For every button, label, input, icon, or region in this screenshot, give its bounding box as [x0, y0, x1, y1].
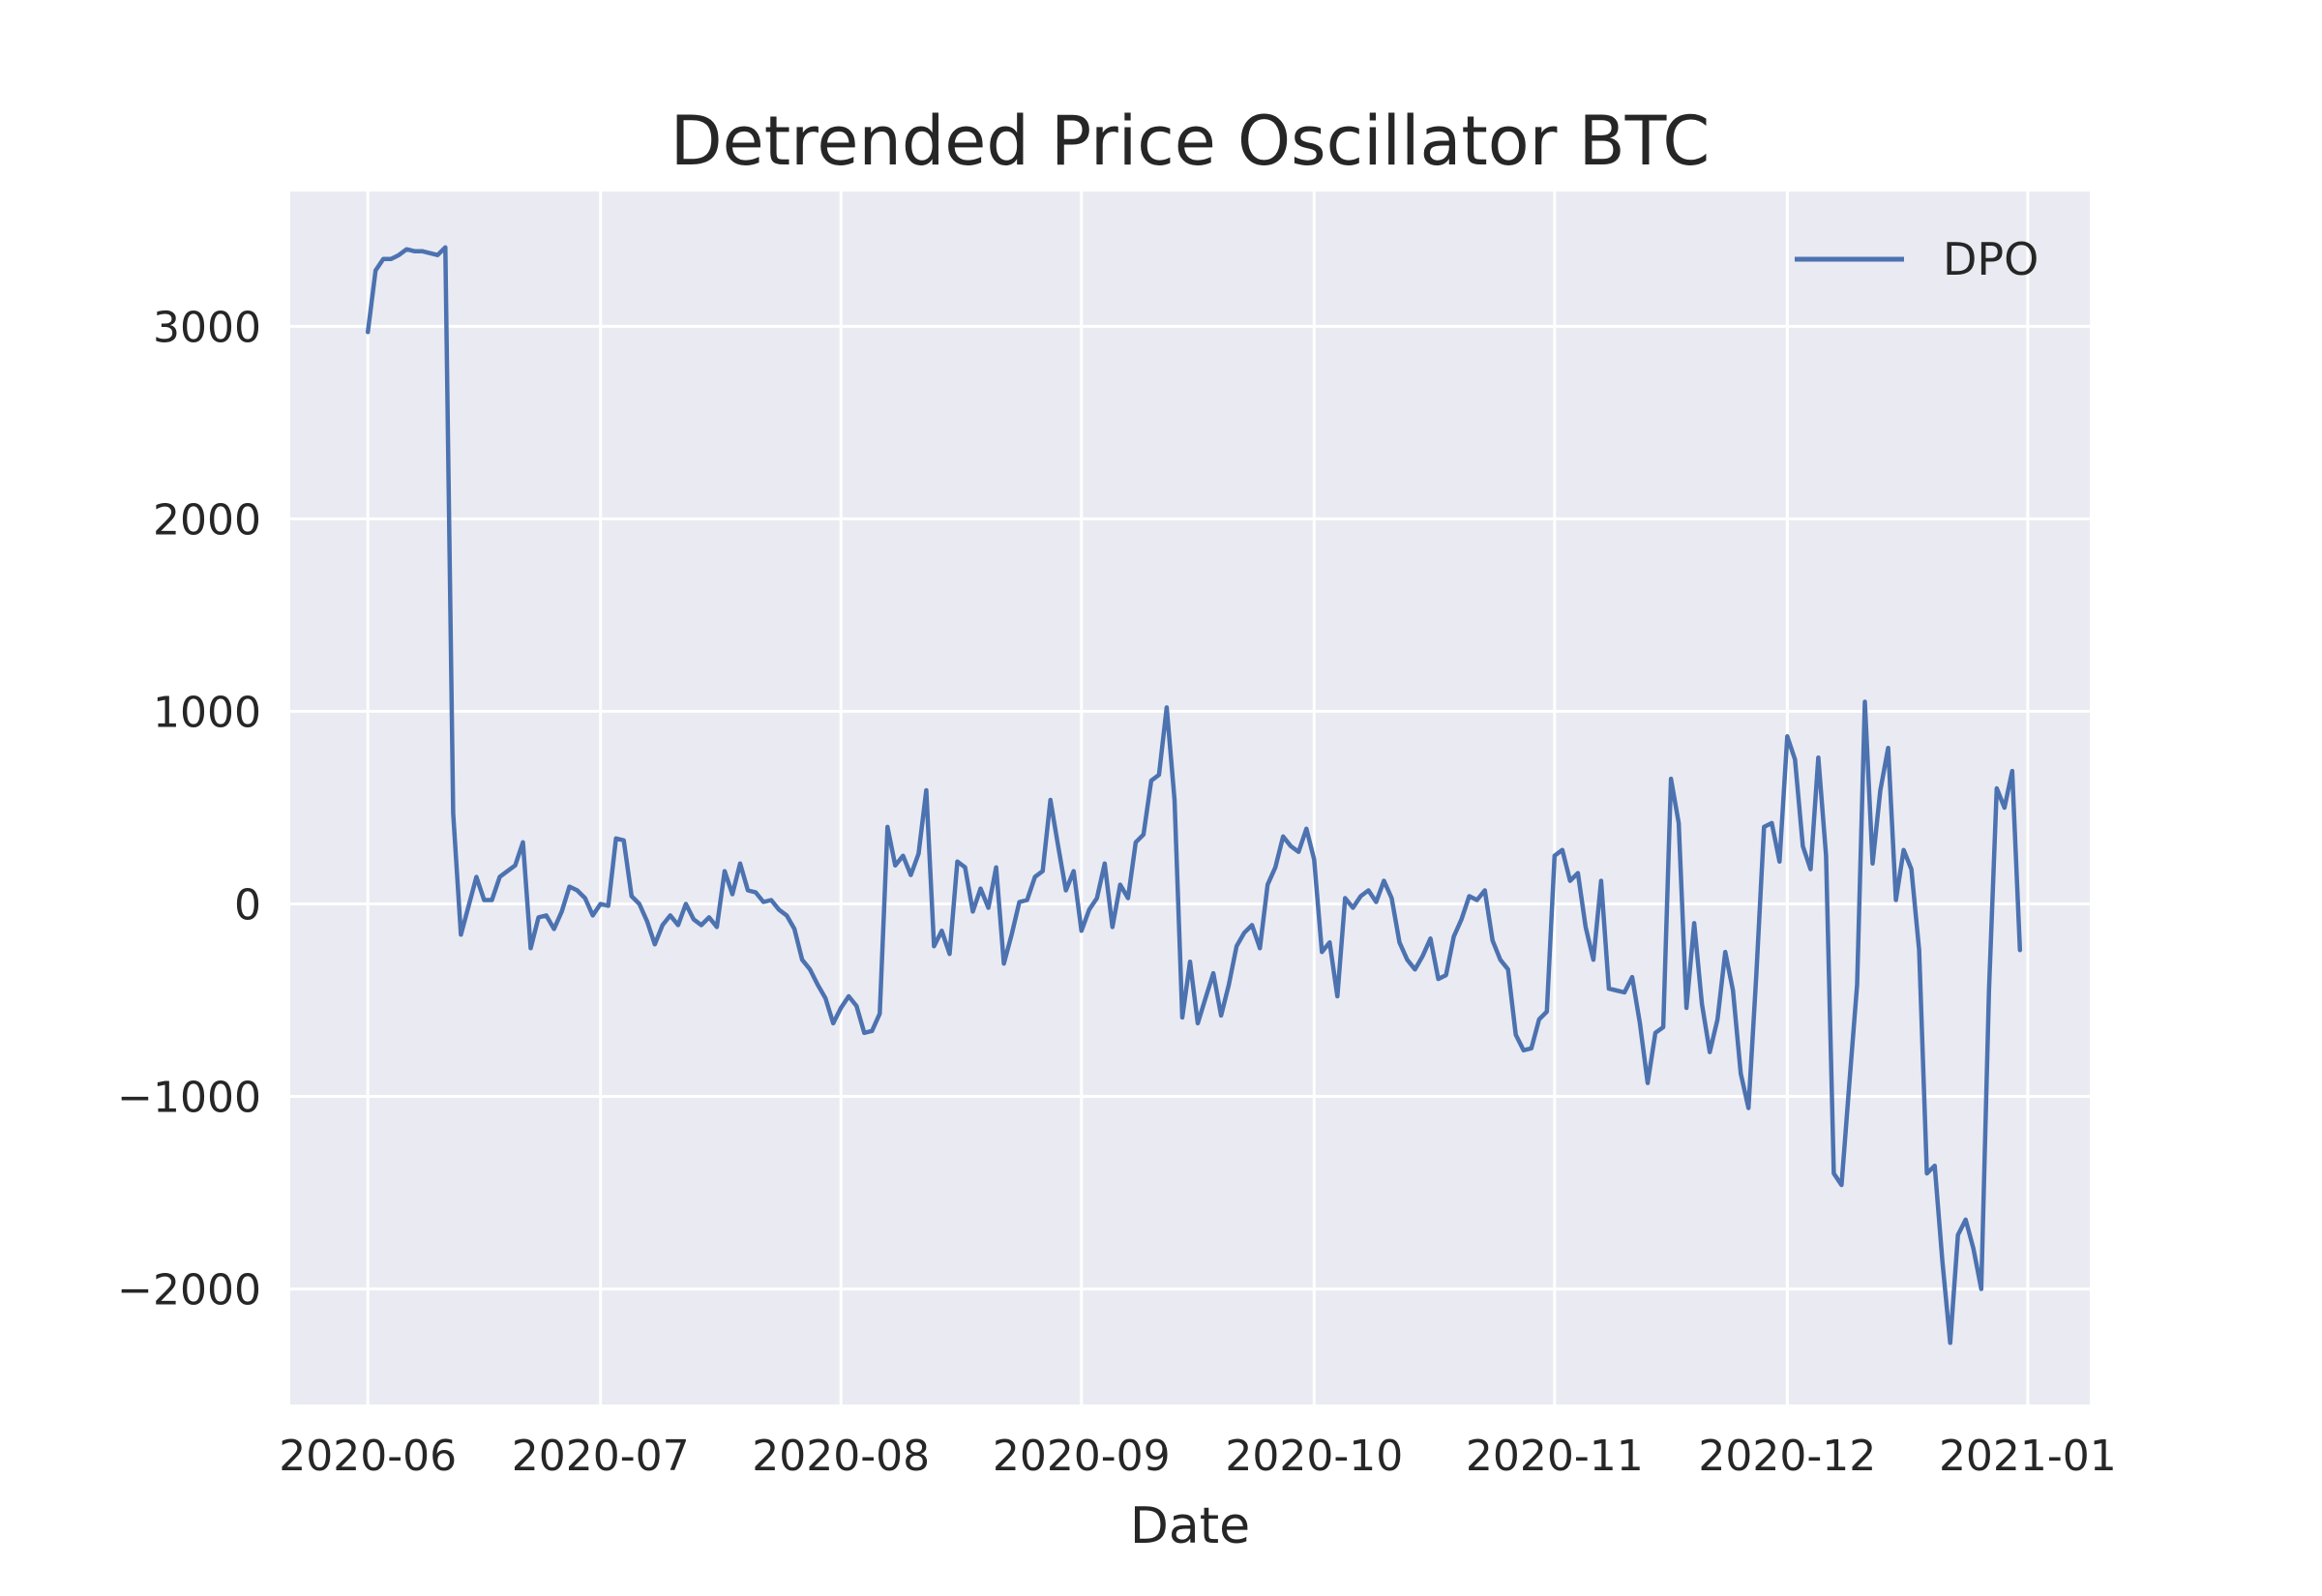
x-tick-label: 2020-12 — [1698, 1432, 1876, 1481]
y-tick-label: 3000 — [153, 303, 261, 352]
y-tick-label: −2000 — [117, 1266, 261, 1315]
x-tick-label: 2020-08 — [752, 1432, 930, 1481]
series-layer — [365, 245, 2023, 1345]
x-axis-label: Date — [1130, 1497, 1250, 1555]
chart-title: Detrended Price Oscillator BTC — [670, 102, 1710, 181]
x-tick-label: 2020-11 — [1466, 1432, 1644, 1481]
x-tick-label: 2020-09 — [993, 1432, 1171, 1481]
legend: DPO — [1795, 233, 2039, 285]
y-tick-label: −1000 — [117, 1074, 261, 1123]
y-tick-label: 1000 — [153, 688, 261, 737]
plot-background — [290, 192, 2090, 1404]
x-tick-label: 2020-06 — [279, 1432, 457, 1481]
x-tick-label: 2020-07 — [512, 1432, 690, 1481]
x-tick-label: 2020-10 — [1225, 1432, 1403, 1481]
y-tick-label: 0 — [234, 880, 261, 930]
tick-labels: −2000 −1000 0 1000 2000 3000 2020-06 2020-07 202… — [117, 303, 2117, 1481]
y-tick-label: 2000 — [153, 495, 261, 545]
x-tick-label: 2021-01 — [1939, 1432, 2117, 1481]
series-line-dpo — [365, 245, 2023, 1345]
grid-lines — [290, 192, 2090, 1404]
legend-label: DPO — [1943, 233, 2039, 285]
